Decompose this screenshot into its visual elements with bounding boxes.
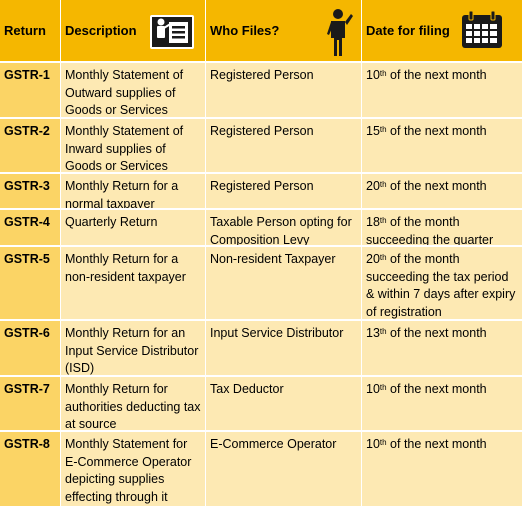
- header-return: Return: [4, 23, 46, 38]
- description-cell: Monthly Return for an Input Service Dist…: [60, 321, 205, 378]
- presentation-board-icon: [147, 12, 197, 55]
- who-files-cell: Non-resident Taxpayer: [205, 247, 361, 321]
- header-date-for-filing: Date for filing: [361, 0, 522, 61]
- who-files-cell: Tax Deductor: [205, 377, 361, 434]
- who-files-cell: Registered Person: [205, 174, 361, 213]
- description-cell: Monthly Statement of Inward supplies of …: [60, 119, 205, 176]
- description-cell: Monthly Statement for E-Commerce Operato…: [60, 432, 205, 506]
- filing-date-cell: 13th of the next month: [361, 321, 522, 378]
- who-files-cell: Input Service Distributor: [205, 321, 361, 378]
- table-row: GSTR-2 Monthly Statement of Inward suppl…: [0, 117, 522, 176]
- calendar-icon: [460, 10, 504, 53]
- description-cell: Monthly Statement of Outward supplies of…: [60, 63, 205, 120]
- filing-date-cell: 10th of the next month: [361, 63, 522, 120]
- description-cell: Monthly Return for a non-resident taxpay…: [60, 247, 205, 321]
- return-code: GSTR-3: [0, 174, 60, 213]
- filing-date-cell: 10th of the next month: [361, 377, 522, 434]
- filing-date-cell: 20th of the month succeeding the tax per…: [361, 247, 522, 321]
- return-code: GSTR-4: [0, 210, 60, 249]
- who-files-cell: E-Commerce Operator: [205, 432, 361, 506]
- return-code: GSTR-5: [0, 247, 60, 321]
- table-header: Return Description Who Files?: [0, 0, 522, 61]
- table-row: GSTR-7 Monthly Return for authorities de…: [0, 375, 522, 434]
- who-files-cell: Registered Person: [205, 63, 361, 120]
- table-row: GSTR-5 Monthly Return for a non-resident…: [0, 245, 522, 321]
- header-description: Description: [60, 0, 205, 61]
- description-cell: Monthly Return for a normal taxpayer: [60, 174, 205, 213]
- filing-date-cell: 15th of the next month: [361, 119, 522, 176]
- table-row: GSTR-4 Quarterly Return Taxable Person o…: [0, 208, 522, 249]
- header-who-files: Who Files?: [205, 0, 361, 61]
- description-cell: Monthly Return for authorities deducting…: [60, 377, 205, 434]
- filing-date-cell: 20th of the next month: [361, 174, 522, 213]
- return-code: GSTR-8: [0, 432, 60, 506]
- description-cell: Quarterly Return: [60, 210, 205, 249]
- table-row: GSTR-6 Monthly Return for an Input Servi…: [0, 319, 522, 378]
- table-row: GSTR-8 Monthly Statement for E-Commerce …: [0, 430, 522, 506]
- return-code: GSTR-7: [0, 377, 60, 434]
- filing-date-cell: 10th of the next month: [361, 432, 522, 506]
- who-files-cell: Registered Person: [205, 119, 361, 176]
- person-standing-icon: [321, 8, 355, 61]
- return-code: GSTR-1: [0, 63, 60, 120]
- table-row: GSTR-1 Monthly Statement of Outward supp…: [0, 61, 522, 120]
- return-code: GSTR-2: [0, 119, 60, 176]
- return-code: GSTR-6: [0, 321, 60, 378]
- who-files-cell: Taxable Person opting for Composition Le…: [205, 210, 361, 249]
- table-row: GSTR-3 Monthly Return for a normal taxpa…: [0, 172, 522, 213]
- filing-date-cell: 18th of the month succeeding the quarter: [361, 210, 522, 249]
